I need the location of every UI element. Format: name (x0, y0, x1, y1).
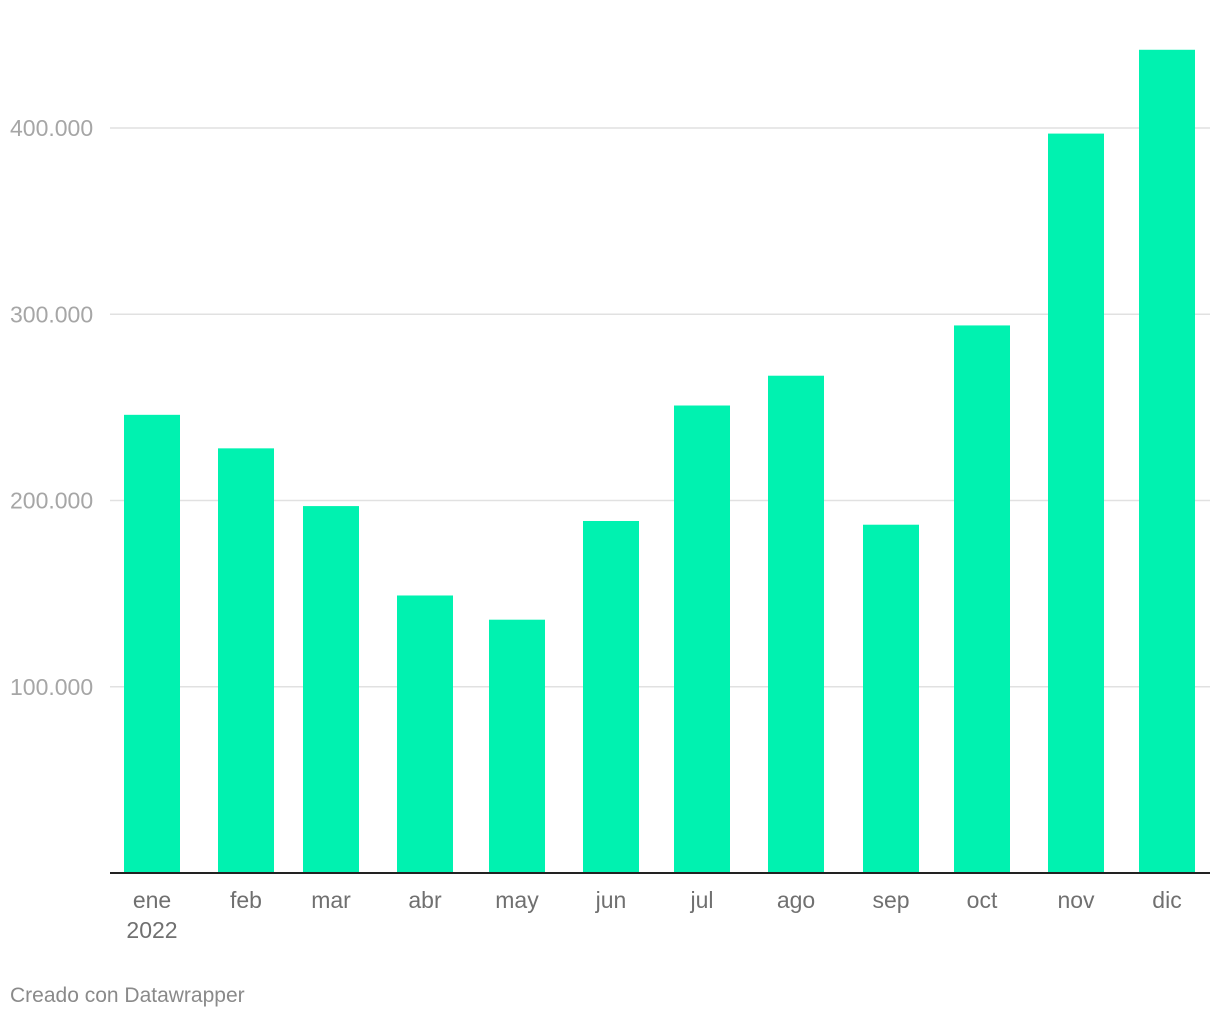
x-tick-label: sep (872, 887, 909, 913)
bar-jun[interactable] (583, 520, 639, 873)
x-year-label: 2022 (126, 917, 177, 943)
y-tick-label: 300.000 (10, 301, 93, 327)
bar-ene[interactable] (124, 414, 180, 873)
bar-jul[interactable] (674, 405, 730, 873)
bar-ago[interactable] (768, 375, 824, 873)
x-tick-label: jun (595, 887, 627, 913)
datawrapper-credit[interactable]: Creado con Datawrapper (10, 984, 245, 1007)
x-tick-label: mar (311, 887, 351, 913)
bar-may[interactable] (489, 619, 545, 873)
x-tick-label: oct (967, 887, 998, 913)
x-tick-label: may (495, 887, 539, 913)
x-tick-label: ago (777, 887, 815, 913)
x-tick-label: ene (133, 887, 171, 913)
y-tick-label: 200.000 (10, 488, 93, 514)
y-tick-label: 100.000 (10, 674, 93, 700)
x-tick-label: jul (689, 887, 713, 913)
y-tick-label: 400.000 (10, 115, 93, 141)
x-tick-label: nov (1057, 887, 1095, 913)
bar-dic[interactable] (1139, 49, 1195, 873)
x-tick-label: dic (1152, 887, 1181, 913)
bar-oct[interactable] (954, 325, 1010, 873)
bar-feb[interactable] (218, 448, 274, 873)
bar-sep[interactable] (863, 524, 919, 873)
bar-abr[interactable] (397, 595, 453, 873)
x-tick-label: abr (408, 887, 442, 913)
bar-nov[interactable] (1048, 133, 1104, 873)
bar-mar[interactable] (303, 506, 359, 873)
x-tick-label: feb (230, 887, 262, 913)
chart-canvas: 100.000 200.000 300.000 400.000 ene feb mar abr… (10, 49, 1210, 943)
